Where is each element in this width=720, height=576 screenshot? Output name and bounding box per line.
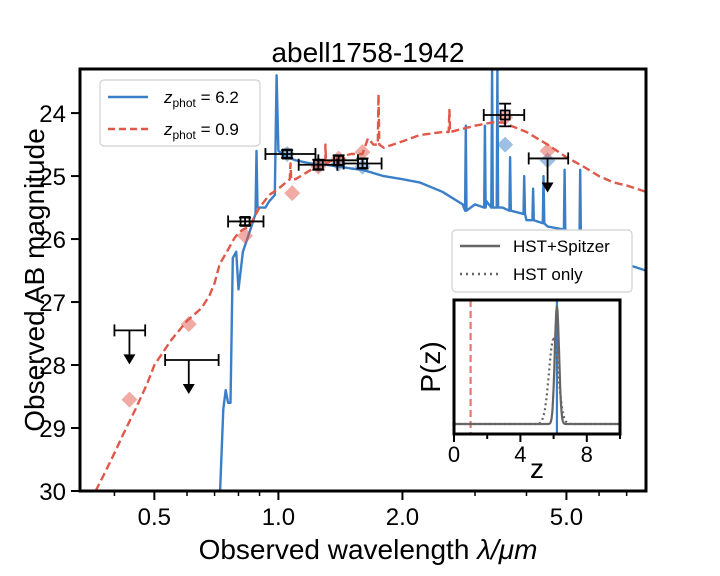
inset-legend-label-1: HST only (513, 265, 583, 284)
inset-background (454, 300, 620, 434)
inset-legend-label-0: HST+Spitzer (513, 237, 610, 256)
y-tick-label: 28 (39, 353, 66, 380)
photometry-point-3 (317, 154, 359, 167)
chart-title: abell1758-1942 (271, 37, 464, 68)
x-tick-label: 2.0 (386, 504, 419, 531)
y-tick-label: 29 (39, 416, 66, 443)
limit-arrowhead (541, 182, 554, 193)
photometry-point-4 (342, 157, 383, 170)
model-marker-0-4 (497, 136, 514, 153)
legend-label-0: zphot = 6.2 (163, 88, 239, 110)
series-line-1 (94, 93, 646, 491)
x-axis: 0.5 1.0 2.0 5.0 (113, 491, 628, 531)
data-square (499, 109, 511, 121)
photometry-point-1 (264, 148, 317, 161)
plot-area (94, 69, 646, 491)
inset-tick-label: 4 (514, 442, 526, 467)
x-tick-label: 0.5 (138, 504, 171, 531)
inset-tick-label: 0 (448, 442, 460, 467)
inset-curve-0 (454, 305, 620, 426)
model-marker-1-3 (284, 185, 301, 202)
inset-y-title: P(z) (415, 341, 446, 392)
photometry-point-5 (482, 102, 526, 128)
upper-limit-1 (164, 353, 220, 394)
model-marker-1-8 (539, 142, 556, 159)
y-tick-label: 27 (39, 290, 66, 317)
y-axis: 24 25 26 27 28 29 30 (39, 101, 80, 506)
data-square (357, 158, 368, 169)
x-tick-label: 1.0 (262, 504, 295, 531)
inset-x-axis: 0 4 8 (448, 434, 621, 467)
photometry-point-0 (227, 215, 265, 228)
upper-limit-2 (527, 152, 570, 193)
data-square (281, 148, 293, 160)
legend: zphot = 6.2 zphot = 0.9 (99, 79, 261, 147)
y-tick-label: 25 (39, 164, 66, 191)
model-marker-1-1 (180, 316, 197, 333)
inset-plot-area (454, 300, 620, 434)
model-marker-1-0 (121, 391, 138, 408)
axes-frame (78, 67, 648, 493)
y-tick-label: 26 (39, 227, 66, 254)
y-tick-label: 24 (39, 101, 66, 128)
upper-limit-0 (113, 324, 147, 365)
limit-arrowhead (123, 354, 136, 365)
y-axis-title: Observed AB magnitude (19, 128, 50, 432)
x-axis-title: Observed wavelength λ/μm (199, 534, 538, 565)
model-marker-1-2 (237, 227, 254, 244)
x-tick-label: 5.0 (550, 504, 583, 531)
inset-tick-label: 8 (581, 442, 593, 467)
inset-frame (452, 298, 622, 436)
limit-arrowhead (182, 383, 195, 394)
inset-x-title: z (530, 453, 544, 484)
inset-legend: HST+Spitzer HST only (451, 229, 633, 293)
series-line-0 (218, 69, 646, 491)
y-tick-label: 30 (39, 479, 66, 506)
legend-label-1: zphot = 0.9 (163, 120, 239, 142)
data-square (239, 216, 251, 227)
